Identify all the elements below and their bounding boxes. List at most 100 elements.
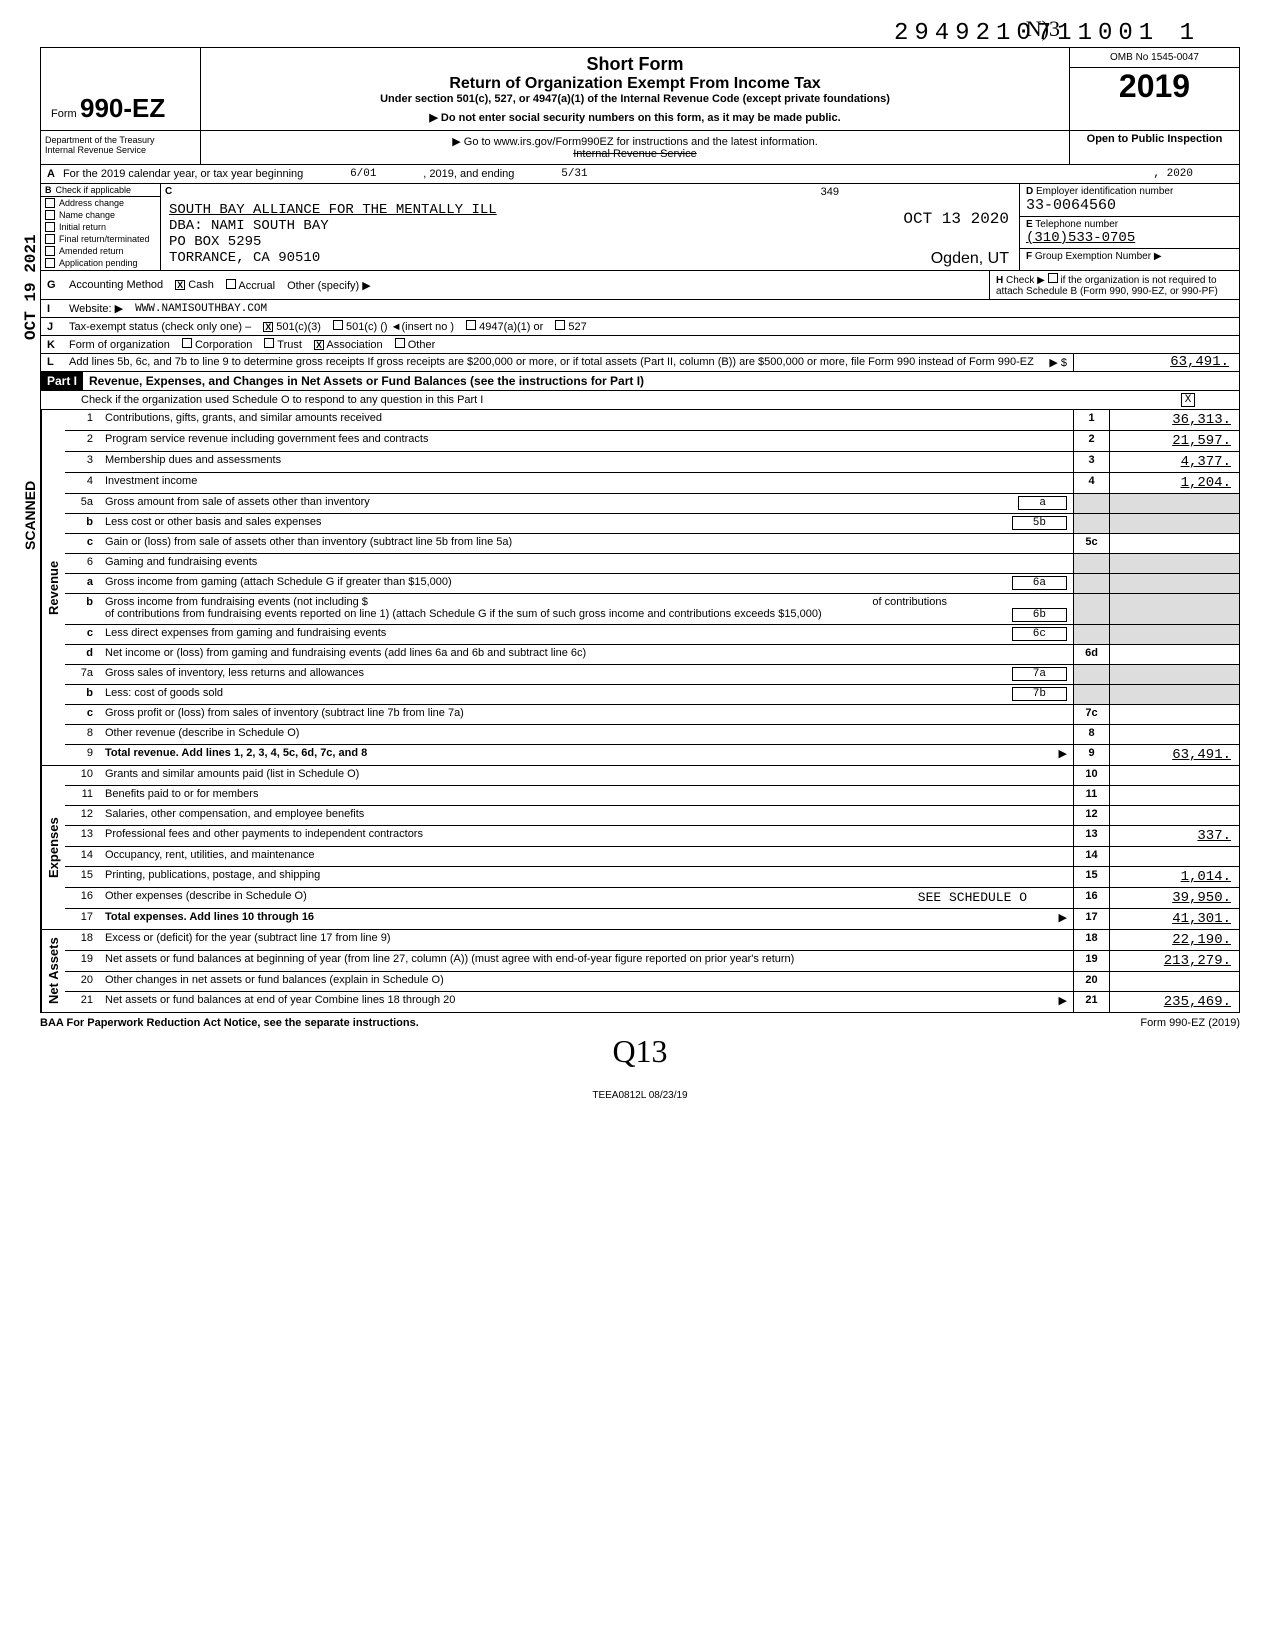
row1-num: 1 — [65, 410, 99, 430]
h-text: Check ▶ — [1006, 275, 1045, 286]
chk-sched-b[interactable] — [1048, 273, 1058, 283]
row9-amt: 63,491. — [1109, 745, 1239, 765]
row6a-amt — [1109, 574, 1239, 593]
row6-amt — [1109, 554, 1239, 573]
row4-amt: 1,204. — [1109, 473, 1239, 493]
ein-value: 33-0064560 — [1026, 197, 1116, 214]
part1-title: Revenue, Expenses, and Changes in Net As… — [83, 372, 650, 390]
row19-amt: 213,279. — [1109, 951, 1239, 971]
row10-desc: Grants and similar amounts paid (list in… — [99, 766, 1073, 785]
lbl-corp: Corporation — [195, 339, 252, 351]
row14-box: 14 — [1073, 847, 1109, 866]
title-short: Short Form — [211, 54, 1059, 75]
chk-4947[interactable] — [466, 320, 476, 330]
line-a-text: For the 2019 calendar year, or tax year … — [63, 168, 303, 180]
row18-amt: 22,190. — [1109, 930, 1239, 950]
row11-amt — [1109, 786, 1239, 805]
lbl-cash: Cash — [188, 279, 214, 291]
row12-amt — [1109, 806, 1239, 825]
row6a-num: a — [65, 574, 99, 593]
irs-strike: Internal Revenue Service — [573, 148, 697, 160]
chk-cash[interactable] — [175, 280, 185, 290]
row5a-num: 5a — [65, 494, 99, 513]
chk-501c3[interactable] — [263, 322, 273, 332]
row6-box — [1073, 554, 1109, 573]
part1-label: Part I — [41, 372, 83, 390]
row21-amt: 235,469. — [1109, 992, 1239, 1012]
row13-box: 13 — [1073, 826, 1109, 846]
row12-box: 12 — [1073, 806, 1109, 825]
chk-app-pending[interactable] — [45, 258, 55, 268]
row6c-ib: 6c — [1012, 627, 1067, 641]
section-bc: B Check if applicable Address change Nam… — [40, 184, 1240, 271]
j-text: Tax-exempt status (check only one) – — [63, 319, 257, 335]
part1-header: Part I Revenue, Expenses, and Changes in… — [40, 372, 1240, 391]
chk-other-org[interactable] — [395, 338, 405, 348]
chk-final-return[interactable] — [45, 234, 55, 244]
chk-assoc[interactable] — [314, 340, 324, 350]
l-text: Add lines 5b, 6c, and 7b to line 9 to de… — [63, 354, 1043, 371]
f-label: F — [1026, 251, 1032, 262]
form-prefix: Form — [51, 108, 77, 120]
org-citystate: TORRANCE, CA 90510 — [169, 250, 1011, 266]
row7a-desc: Gross sales of inventory, less returns a… — [105, 667, 364, 679]
received-stamp-loc: Ogden, UT — [931, 250, 1009, 268]
row11-box: 11 — [1073, 786, 1109, 805]
row7c-desc: Gross profit or (loss) from sales of inv… — [99, 705, 1073, 724]
lbl-app-pending: Application pending — [59, 258, 138, 268]
row7b-desc: Less: cost of goods sold — [105, 687, 223, 699]
chk-527[interactable] — [555, 320, 565, 330]
row7c-box: 7c — [1073, 705, 1109, 724]
row13-desc: Professional fees and other payments to … — [99, 826, 1073, 846]
row6a-box — [1073, 574, 1109, 593]
row10-amt — [1109, 766, 1239, 785]
lbl-insert: ) ◄(insert no ) — [384, 321, 454, 333]
row4-num: 4 — [65, 473, 99, 493]
i-text: Website: ▶ — [63, 300, 129, 317]
row5c-desc: Gain or (loss) from sale of assets other… — [99, 534, 1073, 553]
lbl-amended: Amended return — [59, 246, 124, 256]
chk-trust[interactable] — [264, 338, 274, 348]
part1-check-row: Check if the organization used Schedule … — [40, 391, 1240, 410]
row21-box: 21 — [1073, 992, 1109, 1012]
omb-number: OMB No 1545-0047 — [1070, 48, 1239, 68]
lbl-501c: 501(c) ( — [346, 321, 384, 333]
footer-code: TEEA0812L 08/23/19 — [40, 1090, 1240, 1101]
lbl-assoc: Association — [326, 339, 382, 351]
row5c-num: c — [65, 534, 99, 553]
chk-amended[interactable] — [45, 246, 55, 256]
chk-initial-return[interactable] — [45, 222, 55, 232]
chk-501c[interactable] — [333, 320, 343, 330]
row6b-desc: Gross income from fundraising events (no… — [105, 596, 368, 608]
row19-desc: Net assets or fund balances at beginning… — [99, 951, 1073, 971]
row10-box: 10 — [1073, 766, 1109, 785]
lbl-other-org: Other — [408, 339, 436, 351]
row6b-box — [1073, 594, 1109, 624]
row10-num: 10 — [65, 766, 99, 785]
chk-schedule-o[interactable]: X — [1181, 393, 1195, 407]
row2-amt: 21,597. — [1109, 431, 1239, 451]
row6-desc: Gaming and fundraising events — [99, 554, 1073, 573]
chk-name-change[interactable] — [45, 210, 55, 220]
org-po: PO BOX 5295 — [169, 234, 1011, 250]
chk-accrual[interactable] — [226, 279, 236, 289]
d-text: Employer identification number — [1036, 186, 1173, 197]
row6b-desc2: of contributions from fundraising events… — [105, 608, 822, 620]
row15-desc: Printing, publications, postage, and shi… — [99, 867, 1073, 887]
row18-desc: Excess or (deficit) for the year (subtra… — [99, 930, 1073, 950]
row13-num: 13 — [65, 826, 99, 846]
row3-desc: Membership dues and assessments — [99, 452, 1073, 472]
row18-num: 18 — [65, 930, 99, 950]
received-stamp-date: OCT 13 2020 — [903, 210, 1009, 228]
row7a-num: 7a — [65, 665, 99, 684]
row15-num: 15 — [65, 867, 99, 887]
tax-year-end: 5/31 — [514, 168, 634, 180]
signature-scrawl: Q13 — [40, 1033, 1240, 1070]
row11-num: 11 — [65, 786, 99, 805]
chk-address-change[interactable] — [45, 198, 55, 208]
goto-line: ▶ Go to www.irs.gov/Form990EZ for instru… — [452, 136, 818, 148]
row7c-amt — [1109, 705, 1239, 724]
g-label: G — [41, 277, 63, 293]
row6b-num: b — [65, 594, 99, 624]
chk-corp[interactable] — [182, 338, 192, 348]
